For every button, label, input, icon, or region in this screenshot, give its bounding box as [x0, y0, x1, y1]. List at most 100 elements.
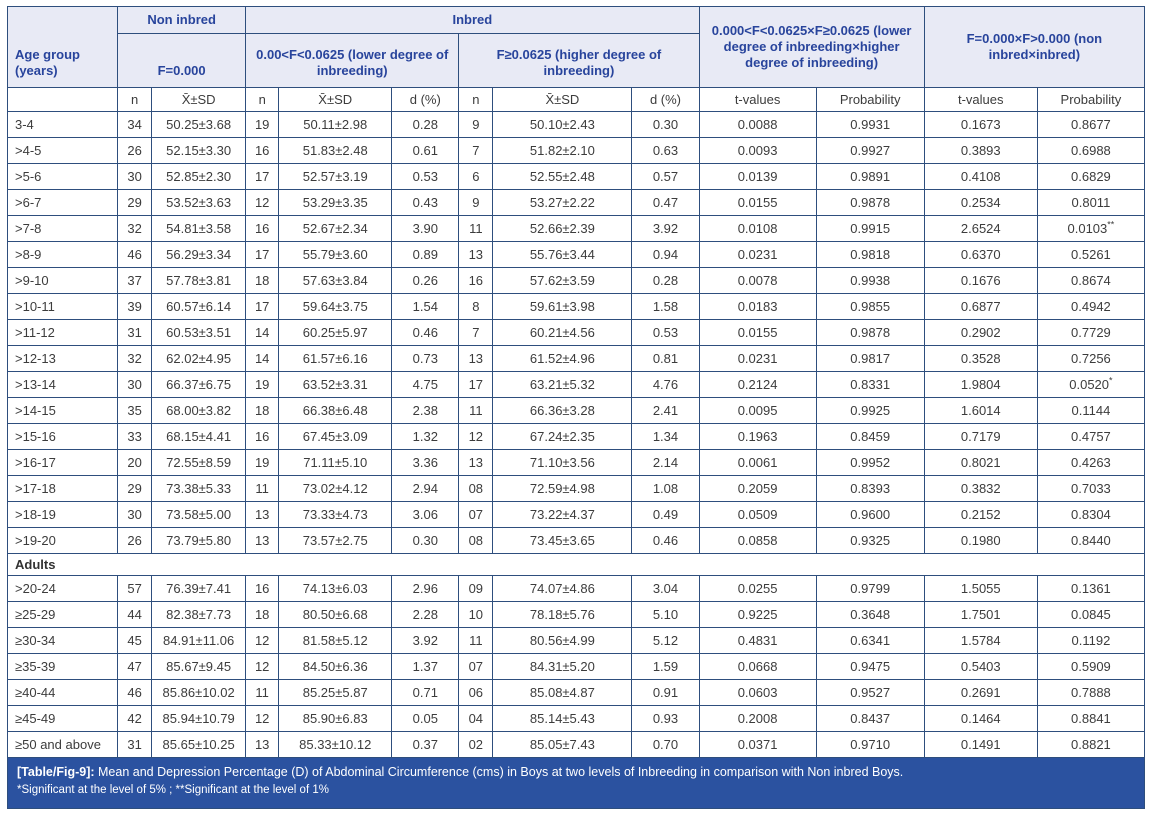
value-cell: 84.31±5.20	[492, 653, 633, 680]
value-cell: 84.91±11.06	[151, 627, 247, 654]
value-cell: 0.0061	[698, 449, 817, 476]
value-cell: 0.9878	[815, 189, 925, 216]
value-cell: 0.30	[391, 527, 460, 554]
significance-marker: *	[1109, 375, 1113, 386]
age-group-cell: ≥25-29	[6, 601, 119, 628]
value-cell: 0.8304	[1036, 501, 1146, 528]
value-cell: 0.8011	[1036, 189, 1146, 216]
colhead-n-3: n	[458, 87, 494, 112]
value-cell: 11	[245, 475, 280, 502]
value-cell: 0.1963	[698, 423, 817, 450]
table-row: 3-4 34 50.25±3.68 19 50.11±2.98 0.28 9 50.10±2.…	[6, 111, 1146, 138]
value-cell: 0.0103**	[1036, 215, 1146, 242]
value-cell: 31	[117, 731, 153, 758]
value-cell: 53.29±3.35	[278, 189, 393, 216]
value-cell: 0.9600	[815, 501, 925, 528]
value-cell: 0.89	[391, 241, 460, 268]
value-cell: 57.78±3.81	[151, 267, 247, 294]
value-cell: 17	[458, 371, 494, 398]
value-cell: 29	[117, 189, 153, 216]
colhead-t-values-1: t-values	[698, 87, 817, 112]
value-cell: 66.37±6.75	[151, 371, 247, 398]
value-cell: 0.49	[631, 501, 700, 528]
value-cell: 5.12	[631, 627, 700, 654]
value-cell: 0.9855	[815, 293, 925, 320]
value-cell: 66.38±6.48	[278, 397, 393, 424]
value-cell: 0.9817	[815, 345, 925, 372]
value-cell: 68.15±4.41	[151, 423, 247, 450]
value-cell: 2.96	[391, 575, 460, 602]
value-cell: 31	[117, 319, 153, 346]
colhead-n-2: n	[245, 87, 280, 112]
age-group-cell: >4-5	[6, 137, 119, 164]
value-cell: 81.58±5.12	[278, 627, 393, 654]
value-cell: 47	[117, 653, 153, 680]
age-group-cell: >6-7	[6, 189, 119, 216]
value-cell: 74.07±4.86	[492, 575, 633, 602]
value-cell: 85.05±7.43	[492, 731, 633, 758]
table-row: ≥40-44 46 85.86±10.02 11 85.25±5.87 0.71 06 85.…	[6, 679, 1146, 706]
value-cell: 73.57±2.75	[278, 527, 393, 554]
value-cell: 0.0858	[698, 527, 817, 554]
value-cell: 17	[245, 241, 280, 268]
value-cell: 18	[245, 397, 280, 424]
value-cell: 35	[117, 397, 153, 424]
value-cell: 0.1673	[923, 111, 1038, 138]
value-cell: 73.79±5.80	[151, 527, 247, 554]
age-group-cell: >8-9	[6, 241, 119, 268]
value-cell: 1.32	[391, 423, 460, 450]
value-cell: 39	[117, 293, 153, 320]
value-cell: 42	[117, 705, 153, 732]
value-cell: 1.9804	[923, 371, 1038, 398]
value-cell: 3.92	[631, 215, 700, 242]
value-cell: 0.4942	[1036, 293, 1146, 320]
value-cell: 0.4831	[698, 627, 817, 654]
value-cell: 0.3832	[923, 475, 1038, 502]
value-cell: 0.9225	[698, 601, 817, 628]
value-cell: 37	[117, 267, 153, 294]
value-cell: 85.33±10.12	[278, 731, 393, 758]
table-row: >16-17 20 72.55±8.59 19 71.11±5.10 3.36 13 71.1…	[6, 449, 1146, 476]
value-cell: 51.82±2.10	[492, 137, 633, 164]
value-cell: 0.0088	[698, 111, 817, 138]
value-cell: 0.43	[391, 189, 460, 216]
table-row: >18-19 30 73.58±5.00 13 73.33±4.73 3.06 07 73.2…	[6, 501, 1146, 528]
value-cell: 0.0231	[698, 345, 817, 372]
value-cell: 60.53±3.51	[151, 319, 247, 346]
value-cell: 16	[245, 423, 280, 450]
value-cell: 85.67±9.45	[151, 653, 247, 680]
value-cell: 7	[458, 319, 494, 346]
table-row: ≥30-34 45 84.91±11.06 12 81.58±5.12 3.92 11 80.…	[6, 627, 1146, 654]
value-cell: 0.05	[391, 705, 460, 732]
value-cell: 17	[245, 163, 280, 190]
value-cell: 85.90±6.83	[278, 705, 393, 732]
value-cell: 0.9925	[815, 397, 925, 424]
value-cell: 85.25±5.87	[278, 679, 393, 706]
caption-label: [Table/Fig-9]:	[17, 765, 95, 779]
value-cell: 0.0668	[698, 653, 817, 680]
value-cell: 32	[117, 345, 153, 372]
value-cell: 0.0509	[698, 501, 817, 528]
value-cell: 0.0095	[698, 397, 817, 424]
age-group-cell: >17-18	[6, 475, 119, 502]
value-cell: 67.45±3.09	[278, 423, 393, 450]
value-cell: 3.92	[391, 627, 460, 654]
value-cell: 26	[117, 137, 153, 164]
age-group-cell: >10-11	[6, 293, 119, 320]
value-cell: 0.71	[391, 679, 460, 706]
value-cell: 0.94	[631, 241, 700, 268]
value-cell: 5.10	[631, 601, 700, 628]
colhead-probability-1: Probability	[815, 87, 925, 112]
value-cell: 0.57	[631, 163, 700, 190]
value-cell: 56.29±3.34	[151, 241, 247, 268]
value-cell: 0.0155	[698, 319, 817, 346]
value-cell: 0.81	[631, 345, 700, 372]
colhead-empty	[6, 87, 119, 112]
value-cell: 0.46	[391, 319, 460, 346]
header-non-inbred: Non inbred	[117, 6, 247, 34]
value-cell: 55.76±3.44	[492, 241, 633, 268]
value-cell: 0.0255	[698, 575, 817, 602]
value-cell: 57.63±3.84	[278, 267, 393, 294]
age-group-cell: >16-17	[6, 449, 119, 476]
value-cell: 04	[458, 705, 494, 732]
